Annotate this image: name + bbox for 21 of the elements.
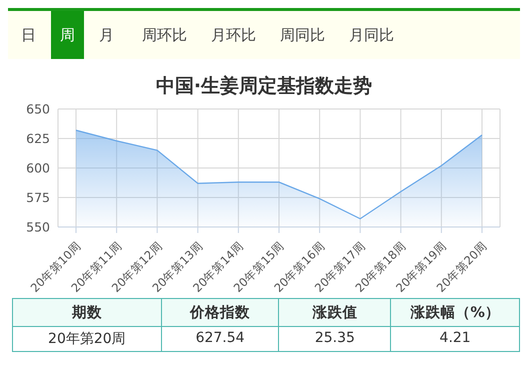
- y-tick-label: 650: [26, 101, 50, 116]
- y-tick-label: 600: [26, 160, 50, 176]
- text: 期数: [13, 299, 162, 326]
- text: 日: [20, 24, 37, 46]
- text: 涨跌值: [279, 299, 392, 326]
- y-tick-label: 550: [26, 219, 50, 234]
- text: 价格指数: [162, 299, 280, 326]
- text: 月: [98, 24, 115, 46]
- text: 周同比: [279, 24, 326, 46]
- text: 月同比: [348, 24, 395, 46]
- chart-title: 中国·生姜周定基指数走势: [154, 74, 374, 99]
- text: 月环比: [210, 24, 257, 46]
- y-tick-label: 575: [26, 190, 50, 205]
- text: 周环比: [141, 24, 188, 46]
- text: 周: [51, 11, 84, 59]
- text: 涨跌幅（%）: [409, 304, 501, 323]
- text: 627.54: [162, 327, 280, 351]
- y-tick-label: 625: [26, 130, 50, 146]
- text: 25.35: [279, 327, 392, 351]
- text: 20年第20周: [13, 327, 162, 351]
- text: 4.21: [438, 329, 472, 348]
